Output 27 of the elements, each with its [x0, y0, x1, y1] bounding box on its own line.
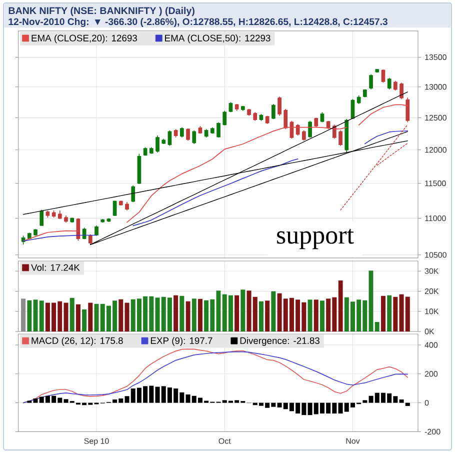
y-tick-label: 11500	[425, 180, 446, 186]
legend-label: EXP (9): 197.7	[150, 337, 212, 346]
x-tick-label: Oct	[218, 438, 231, 444]
x-tick-label: Sep 10	[84, 438, 109, 446]
x-tick-label: Nov	[346, 438, 360, 444]
y-tick-label: 10K	[425, 308, 439, 314]
y-tick-label: 0K	[424, 328, 434, 334]
y-tick-label: 12500	[425, 114, 446, 121]
chart-subtitle: 12-Nov-2010 Chg: ▼ -366.30 (-2.86%), O:12788.55, H:12826.65, L:12428.8, C:12457.3	[8, 18, 388, 27]
legend-label: EMA (CLOSE,50): 12293	[165, 34, 270, 44]
y-tick-label: 30K	[424, 268, 439, 274]
legend-label: MACD (26, 12): 175.8	[32, 337, 123, 346]
y-tick-label: 400	[424, 342, 438, 348]
legend-label: Divergence: -21.83	[240, 337, 320, 346]
legend-label: EMA (CLOSE,20): 12693	[32, 34, 137, 44]
y-tick-label: 10500	[425, 252, 446, 258]
annotation: support	[277, 228, 354, 250]
y-tick-label: -200	[424, 428, 440, 435]
legend-label: Vol: 17.24K	[31, 264, 80, 271]
y-tick-label: 20K	[424, 288, 439, 294]
y-tick-label: 200	[424, 371, 438, 377]
y-tick-label: 13000	[425, 84, 446, 90]
y-tick-label: 0	[424, 400, 429, 406]
chart-title: BANK NIFTY (NSE: BANKNIFTY ) (Daily)	[8, 6, 194, 16]
y-tick-label: 12000	[425, 147, 446, 153]
y-tick-label: 11000	[425, 215, 446, 222]
y-tick-label: 13500	[425, 54, 446, 60]
